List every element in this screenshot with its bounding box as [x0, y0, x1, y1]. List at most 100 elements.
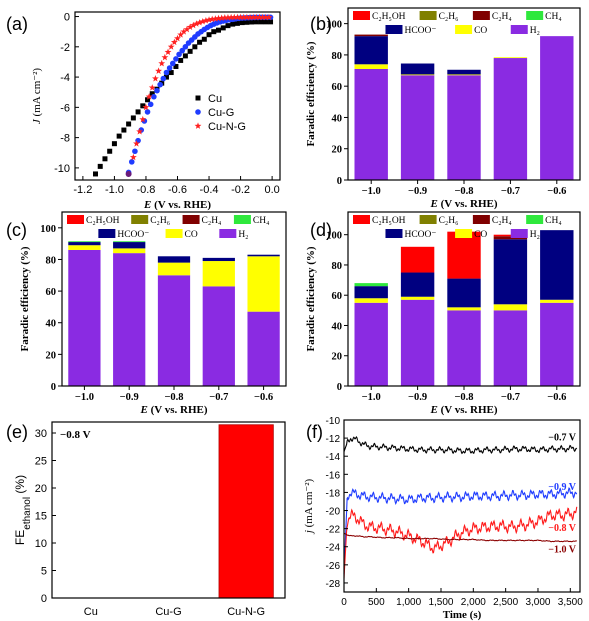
- bar-segment-b: [354, 36, 388, 65]
- bar-segment-d: [493, 234, 528, 237]
- bar-segment-c: [157, 262, 191, 276]
- legend-label-b: HCOO⁻: [404, 26, 436, 36]
- legend-label-b: C₂H₅OH: [372, 12, 406, 22]
- bar-segment-b: [354, 34, 388, 37]
- point-cu: [93, 171, 98, 177]
- bar-segment-d: [400, 246, 435, 273]
- plot-frame-b: [347, 7, 581, 181]
- x-tick-label-a: -0.2: [231, 184, 250, 196]
- legend-label-b: CH₄: [545, 12, 562, 22]
- bar-segment-c: [247, 311, 280, 386]
- panel-label-f: (f): [306, 422, 323, 442]
- panel-label-b: (b): [310, 14, 332, 34]
- point-cu-n-g: [136, 127, 144, 135]
- point-cu-g: [160, 75, 167, 82]
- point-cu: [253, 19, 259, 25]
- y-tick-label-c: 40: [46, 319, 57, 330]
- point-cu: [135, 109, 141, 115]
- x-tick-label-d: −1.0: [362, 392, 381, 403]
- point-cu-n-g: [215, 14, 222, 22]
- x-tick-label-f: 2,000: [461, 597, 486, 608]
- bar-segment-c: [157, 275, 191, 386]
- series-label-f: −0.9 V: [548, 482, 577, 493]
- point-cu: [102, 156, 108, 162]
- y-tick-label-f: -12: [326, 434, 341, 445]
- series-label-f: −1.0 V: [548, 545, 577, 556]
- legend-marker-a: [194, 122, 202, 129]
- y-tick-label-d: 40: [332, 321, 343, 332]
- x-tick-label-d: −0.6: [547, 392, 566, 403]
- point-cu-n-g: [237, 13, 244, 21]
- annotation-e: −0.8 V: [60, 429, 91, 441]
- point-cu-n-g: [227, 13, 235, 21]
- bar-segment-b: [493, 57, 528, 59]
- legend-label-c: H₂: [238, 230, 248, 240]
- bar-segment-c: [247, 254, 280, 257]
- x-tick-label-b: −0.7: [501, 186, 520, 197]
- point-cu-n-g: [129, 153, 137, 161]
- x-tick-label-c: −0.7: [209, 392, 228, 403]
- point-cu: [211, 29, 217, 35]
- x-tick-label-c: −0.8: [164, 392, 183, 403]
- point-cu: [145, 97, 151, 103]
- y-axis-label-c: Faradic efficiency (%): [19, 246, 31, 351]
- legend-swatch-c: [67, 215, 84, 224]
- bar-segment-d: [493, 239, 528, 305]
- point-cu: [263, 19, 269, 25]
- legend-label-a: Cu-G: [208, 107, 234, 119]
- legend-swatch-c: [131, 215, 149, 224]
- point-cu: [206, 32, 212, 38]
- x-tick-label-f: 500: [368, 597, 385, 608]
- bar-segment-d: [400, 272, 435, 297]
- point-cu-n-g: [145, 93, 153, 100]
- point-cu: [168, 70, 174, 76]
- point-cu: [225, 23, 231, 29]
- legend-label-d: CH₄: [545, 216, 562, 226]
- point-cu-n-g: [252, 13, 260, 21]
- legend-swatch-d: [353, 215, 370, 224]
- legend-label-a: Cu-N-G: [208, 121, 246, 133]
- point-cu: [234, 20, 240, 26]
- x-tick-label-f: 0: [341, 597, 347, 608]
- x-tick-label-f: 1,500: [428, 597, 453, 608]
- bar-segment-c: [68, 242, 101, 246]
- bar-segment-b: [447, 74, 481, 76]
- point-cu-n-g: [243, 13, 251, 21]
- legend-label-c: HCOO⁻: [117, 230, 149, 240]
- x-tick-label-a: -1.2: [73, 184, 92, 196]
- bar-segment-c: [113, 253, 146, 386]
- x-tick-label-a: 0.0: [264, 184, 279, 196]
- plot-frame-e: [51, 421, 286, 599]
- y-tick-label-b: 60: [332, 82, 343, 93]
- y-tick-label-e: 15: [35, 511, 47, 523]
- bar-segment-c: [68, 241, 101, 243]
- legend-swatch-b: [455, 25, 473, 34]
- y-tick-label-f: -10: [326, 416, 341, 427]
- point-cu: [178, 57, 184, 63]
- legend-swatch-c: [98, 229, 116, 238]
- x-axis-label-c: E (V vs. RHE): [139, 404, 207, 416]
- point-cu-n-g: [167, 43, 175, 50]
- legend-label-a: Cu: [208, 93, 222, 105]
- point-cu-n-g: [230, 13, 238, 21]
- point-cu-n-g: [208, 15, 216, 23]
- point-cu: [126, 121, 132, 127]
- legend-swatch-c: [233, 215, 251, 224]
- y-tick-label-f: -26: [326, 561, 341, 572]
- bar-segment-d: [354, 298, 388, 303]
- y-tick-label-a: -2: [60, 42, 70, 54]
- bar-segment-c: [68, 249, 101, 386]
- y-tick-label-b: 40: [332, 113, 343, 124]
- x-tick-label-a: -0.8: [136, 184, 155, 196]
- legend-label-c: C₂H₆: [150, 216, 170, 226]
- point-cu-g: [144, 109, 151, 115]
- x-axis-label-d: E (V vs. RHE): [429, 404, 497, 416]
- legend-label-d: CO: [474, 230, 487, 240]
- y-tick-label-f: -24: [326, 543, 341, 554]
- bar-segment-d: [447, 307, 481, 311]
- series-label-f: −0.7 V: [548, 432, 577, 443]
- y-tick-label-a: 0: [64, 12, 70, 24]
- y-tick-label-b: 20: [332, 145, 343, 156]
- legend-swatch-b: [385, 25, 403, 34]
